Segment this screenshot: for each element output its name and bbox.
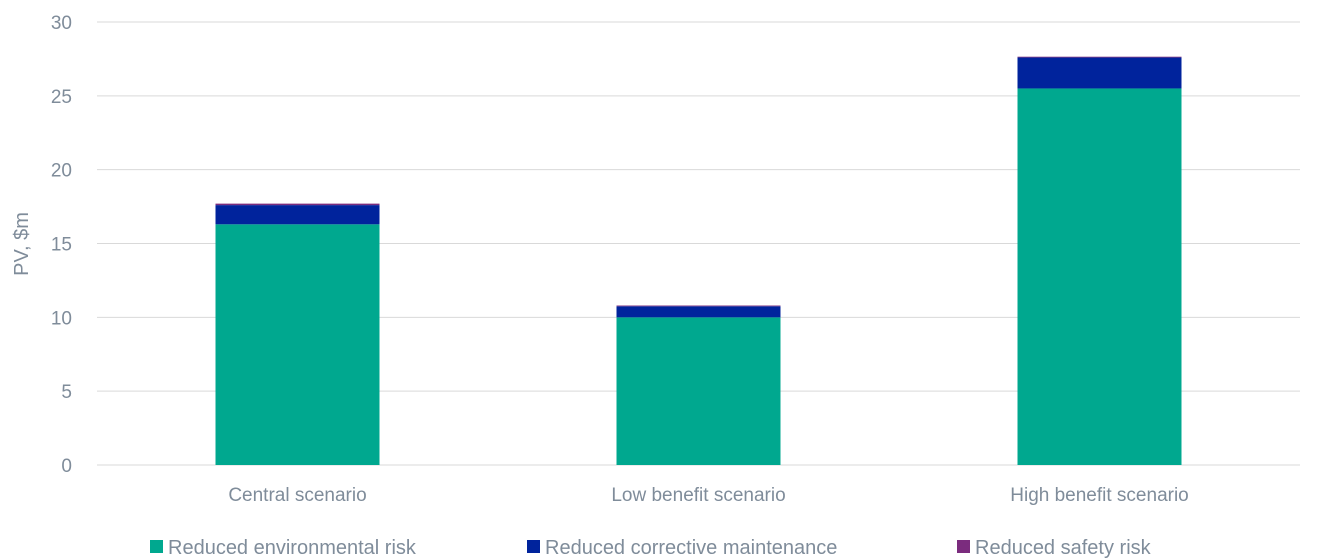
x-tick-label: Central scenario	[228, 485, 366, 506]
y-tick-label: 5	[61, 382, 72, 403]
legend: Reduced environmental risk Reduced correc…	[150, 537, 1152, 559]
y-tick-label: 30	[51, 13, 72, 34]
x-tick-label: Low benefit scenario	[611, 485, 785, 506]
y-axis-ticks: 0 5 10 15 20 25 30	[51, 13, 72, 477]
y-tick-label: 0	[61, 456, 72, 477]
x-axis-ticks: Central scenario Low benefit scenario High…	[228, 485, 1188, 506]
bar-segment-3-3	[1017, 56, 1182, 58]
y-tick-label: 25	[51, 87, 72, 108]
bar-segment-2-1	[215, 205, 380, 225]
y-tick-label: 20	[51, 161, 72, 182]
legend-label: Reduced corrective maintenance	[545, 537, 837, 559]
bar-segment-3-2	[616, 305, 781, 307]
legend-label: Reduced environmental risk	[168, 537, 417, 559]
bar-segment-2-2	[616, 306, 781, 318]
y-axis-title: PV, $m	[11, 212, 33, 276]
legend-label: Reduced safety risk	[975, 537, 1152, 559]
y-tick-label: 15	[51, 235, 72, 256]
legend-swatch	[527, 540, 540, 553]
bars	[215, 56, 1182, 465]
legend-swatch	[150, 540, 163, 553]
bar-segment-1-2	[616, 317, 781, 465]
y-tick-label: 10	[51, 308, 72, 329]
bar-segment-1-1	[215, 224, 380, 465]
bar-segment-1-3	[1017, 88, 1182, 465]
bar-segment-2-3	[1017, 57, 1182, 89]
x-tick-label: High benefit scenario	[1010, 485, 1189, 506]
legend-swatch	[957, 540, 970, 553]
bar-segment-3-1	[215, 203, 380, 206]
